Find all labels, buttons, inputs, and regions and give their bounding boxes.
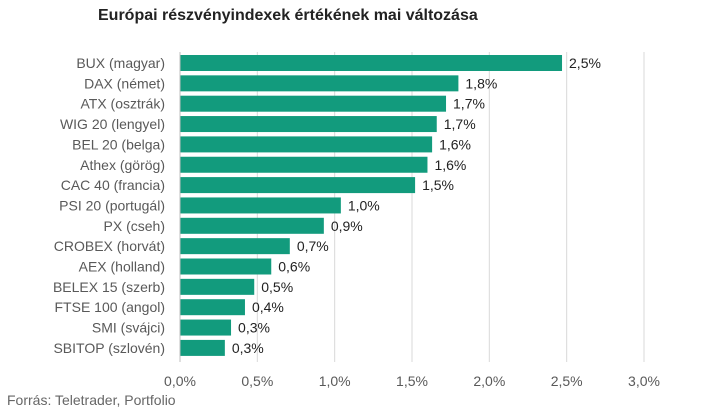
data-label: 2,5%	[569, 55, 601, 71]
category-label: BEL 20 (belga)	[72, 136, 165, 152]
bar	[180, 319, 232, 336]
category-label: SMI (svájci)	[92, 320, 165, 336]
x-tick-label: 1,5%	[396, 373, 428, 389]
bar	[180, 136, 433, 153]
bar	[180, 156, 428, 173]
data-label: 1,0%	[348, 197, 380, 213]
bar	[180, 258, 272, 275]
data-label: 0,6%	[278, 259, 310, 275]
data-label: 1,6%	[439, 136, 471, 152]
data-label: 1,6%	[434, 157, 466, 173]
bar	[180, 95, 447, 112]
bar	[180, 116, 437, 133]
data-label: 1,5%	[422, 177, 454, 193]
bar	[180, 75, 459, 92]
category-label: DAX (német)	[84, 75, 165, 91]
data-label: 0,5%	[261, 279, 293, 295]
category-label: BELEX 15 (szerb)	[53, 279, 165, 295]
category-label: PX (cseh)	[104, 218, 165, 234]
category-label: SBITOP (szlovén)	[53, 340, 165, 356]
data-label: 1,7%	[453, 96, 485, 112]
bar	[180, 55, 563, 71]
category-label: Athex (görög)	[80, 157, 165, 173]
category-label: CROBEX (horvát)	[54, 238, 165, 254]
x-tick-label: 0,5%	[241, 373, 273, 389]
bar	[180, 299, 245, 316]
chart-title: Európai részvényindexek értékének mai vá…	[98, 7, 478, 24]
x-tick-label: 0,0%	[164, 373, 196, 389]
bar	[180, 197, 341, 214]
data-label: 1,7%	[444, 116, 476, 132]
bar	[180, 177, 416, 194]
category-label: AEX (holland)	[79, 259, 165, 275]
bar	[180, 278, 255, 295]
x-tick-label: 1,0%	[319, 373, 351, 389]
data-label: 0,3%	[238, 320, 270, 336]
category-label: PSI 20 (portugál)	[59, 197, 165, 213]
x-tick-label: 3,0%	[628, 373, 660, 389]
data-label: 0,9%	[331, 218, 363, 234]
data-label: 0,7%	[297, 238, 329, 254]
category-label: ATX (osztrák)	[80, 96, 165, 112]
bar	[180, 217, 324, 234]
bar	[180, 339, 225, 356]
data-label: 1,8%	[465, 75, 497, 91]
category-label: BUX (magyar)	[76, 55, 165, 71]
category-label: WIG 20 (lengyel)	[60, 116, 165, 132]
chart-source: Forrás: Teletrader, Portfolio	[7, 392, 176, 408]
bar	[180, 238, 290, 255]
category-label: FTSE 100 (angol)	[55, 299, 166, 315]
x-tick-label: 2,0%	[473, 373, 505, 389]
data-label: 0,3%	[232, 340, 264, 356]
data-label: 0,4%	[252, 299, 284, 315]
x-tick-label: 2,5%	[551, 373, 583, 389]
category-label: CAC 40 (francia)	[61, 177, 165, 193]
